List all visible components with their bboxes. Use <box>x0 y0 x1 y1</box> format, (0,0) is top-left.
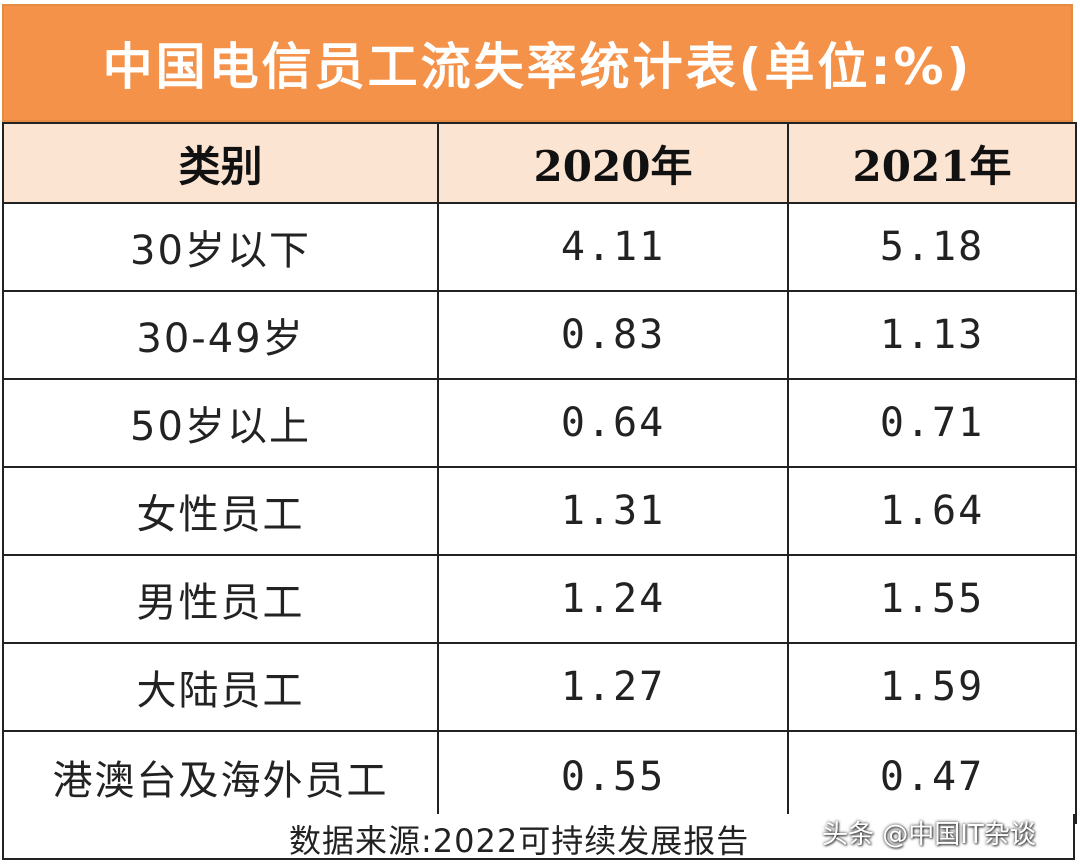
table-body: 30岁以下 4.11 5.18 30-49岁 0.83 1.13 50岁以上 0… <box>2 202 1077 824</box>
row-value-2020: 0.55 <box>437 730 789 824</box>
source-footer: 数据来源:2022可持续发展报告 <box>2 814 1075 860</box>
row-value-2021: 1.55 <box>787 554 1077 644</box>
row-value-2020: 4.11 <box>437 202 789 292</box>
header-year-2021: 2021年 <box>787 122 1077 204</box>
row-category: 大陆员工 <box>2 642 439 732</box>
row-category: 男性员工 <box>2 554 439 644</box>
row-category: 港澳台及海外员工 <box>2 730 439 824</box>
table-title-bar: 中国电信员工流失率统计表(单位:%) <box>2 4 1073 122</box>
row-value-2021: 1.13 <box>787 290 1077 380</box>
row-category: 50岁以上 <box>2 378 439 468</box>
row-value-2020: 1.31 <box>437 466 789 556</box>
header-year-2020: 2020年 <box>437 122 789 204</box>
row-value-2021: 0.71 <box>787 378 1077 468</box>
table-row: 大陆员工 1.27 1.59 <box>2 642 1077 732</box>
watermark: 头条 @中国IT杂谈 <box>822 820 1036 850</box>
row-value-2021: 1.64 <box>787 466 1077 556</box>
table-row: 30岁以下 4.11 5.18 <box>2 202 1077 292</box>
row-value-2020: 1.27 <box>437 642 789 732</box>
row-value-2021: 5.18 <box>787 202 1077 292</box>
row-value-2021: 0.47 <box>787 730 1077 824</box>
table-row: 30-49岁 0.83 1.13 <box>2 290 1077 380</box>
row-category: 女性员工 <box>2 466 439 556</box>
row-category: 30岁以下 <box>2 202 439 292</box>
table-row: 50岁以上 0.64 0.71 <box>2 378 1077 468</box>
header-row: 类别 2020年 2021年 <box>2 122 1077 204</box>
table-row: 女性员工 1.31 1.64 <box>2 466 1077 556</box>
table-row: 港澳台及海外员工 0.55 0.47 <box>2 730 1077 824</box>
header-category: 类别 <box>2 122 439 204</box>
row-category: 30-49岁 <box>2 290 439 380</box>
attrition-table: 类别 2020年 2021年 30岁以下 4.11 5.18 30-49岁 0.… <box>2 122 1077 824</box>
table-title: 中国电信员工流失率统计表(单位:%) <box>102 38 973 96</box>
table-header: 类别 2020年 2021年 <box>2 122 1077 204</box>
row-value-2021: 1.59 <box>787 642 1077 732</box>
row-value-2020: 0.64 <box>437 378 789 468</box>
source-note: 数据来源:2022可持续发展报告 <box>289 822 750 860</box>
row-value-2020: 1.24 <box>437 554 789 644</box>
table-row: 男性员工 1.24 1.55 <box>2 554 1077 644</box>
row-value-2020: 0.83 <box>437 290 789 380</box>
